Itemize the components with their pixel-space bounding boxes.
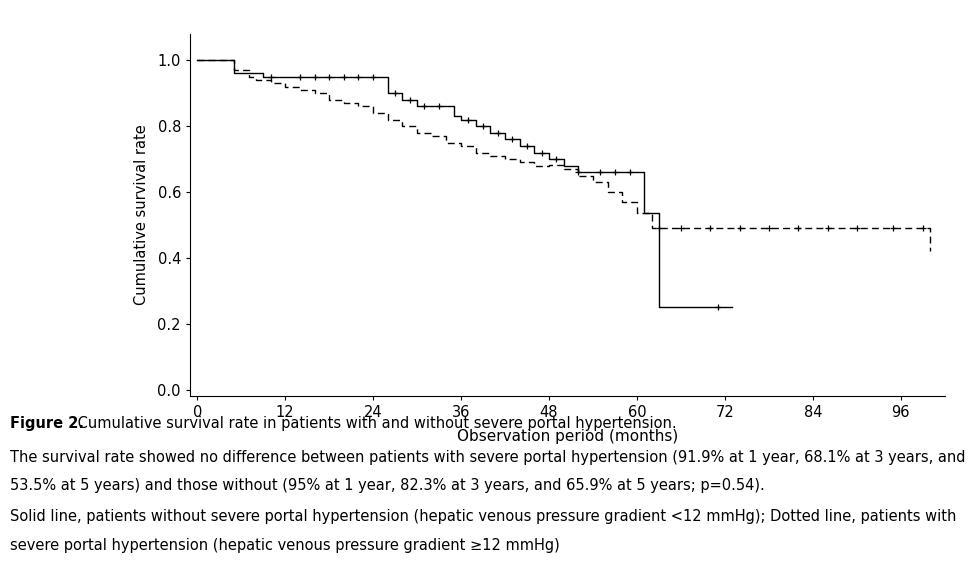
X-axis label: Observation period (months): Observation period (months)	[457, 428, 678, 444]
Text: 53.5% at 5 years) and those without (95% at 1 year, 82.3% at 3 years, and 65.9% : 53.5% at 5 years) and those without (95%…	[10, 478, 765, 494]
Text: Figure 2.: Figure 2.	[10, 416, 84, 431]
Y-axis label: Cumulative survival rate: Cumulative survival rate	[134, 125, 149, 306]
Text: severe portal hypertension (hepatic venous pressure gradient ≥12 mmHg): severe portal hypertension (hepatic veno…	[10, 538, 559, 553]
Text: The survival rate showed no difference between patients with severe portal hyper: The survival rate showed no difference b…	[10, 450, 965, 465]
Text: Cumulative survival rate in patients with and without severe portal hypertension: Cumulative survival rate in patients wit…	[73, 416, 677, 431]
Text: Solid line, patients without severe portal hypertension (hepatic venous pressure: Solid line, patients without severe port…	[10, 509, 956, 525]
